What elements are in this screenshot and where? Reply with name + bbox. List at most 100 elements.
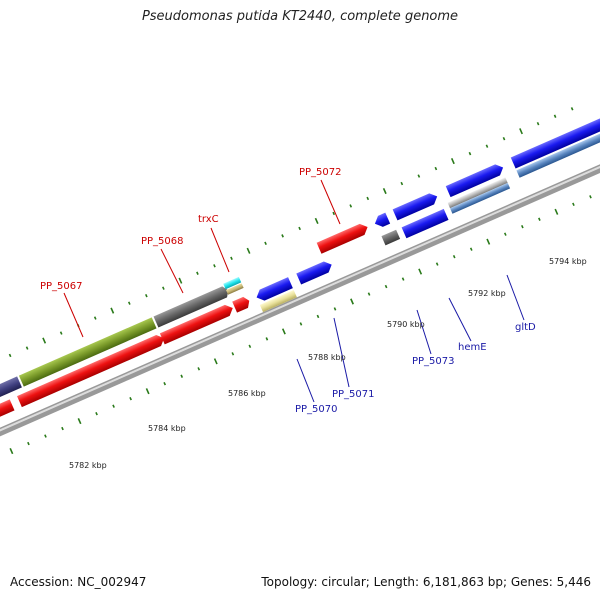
- gene-trxc-cyan[interactable]: [223, 276, 242, 290]
- gene-steel-fwd[interactable]: [516, 129, 600, 178]
- callout-pp5070: [296, 358, 315, 403]
- label-pp5073: PP_5073: [412, 356, 455, 367]
- outer-tick-24: [382, 187, 387, 195]
- outer-tick-35: [570, 107, 574, 111]
- outer-tick-21: [332, 211, 336, 216]
- outer-tick-row: [8, 107, 574, 358]
- callout-heme: [448, 297, 472, 342]
- backbone-strand-highlight: [0, 156, 600, 440]
- gene-pp5067-olive[interactable]: [18, 317, 157, 387]
- inner-tick-33: [572, 202, 575, 206]
- inner-tick-18: [316, 314, 320, 319]
- outer-tick-32: [519, 128, 523, 135]
- outer-tick-15: [230, 256, 233, 260]
- gene-red-small[interactable]: [232, 295, 251, 313]
- gene-blue-fwd-2[interactable]: [445, 162, 506, 198]
- gene-pp5068-gray[interactable]: [153, 285, 231, 328]
- accession-text: Accession: NC_002947: [10, 575, 147, 589]
- kbp-label-5782: 5782 kbp: [69, 461, 107, 470]
- outer-tick-27: [434, 166, 438, 171]
- inner-tick-22: [384, 284, 388, 289]
- outer-tick-3: [25, 346, 29, 350]
- gene-blue-small-fwd[interactable]: [372, 212, 391, 230]
- callout-pp5068: [160, 248, 184, 294]
- gene-pp5070-khaki[interactable]: [259, 289, 297, 313]
- kbp-label-5790: 5790 kbp: [387, 320, 425, 329]
- gene-blue-fwd-1[interactable]: [392, 191, 440, 221]
- inner-tick-25: [435, 262, 439, 266]
- kbp-label-5788: 5788 kbp: [308, 353, 346, 362]
- inner-tick-31: [538, 217, 541, 221]
- inner-tick-15: [265, 337, 269, 341]
- outer-tick-20: [314, 217, 319, 224]
- kbp-label-5784: 5784 kbp: [148, 424, 186, 433]
- outer-tick-8: [110, 307, 115, 314]
- label-heme: hemE: [458, 342, 487, 353]
- gene-gltd-silver[interactable]: [447, 177, 508, 209]
- inner-tick-8: [145, 388, 150, 395]
- gene-trxc-tan[interactable]: [226, 283, 244, 295]
- gene-blue-fwd-3[interactable]: [510, 116, 600, 169]
- topology-text: Topology: circular; Length: 6,181,863 bp…: [261, 575, 591, 589]
- callout-pp5071: [333, 317, 350, 388]
- gene-pp5073-gray[interactable]: [381, 229, 401, 246]
- inner-tick-30: [521, 225, 524, 229]
- outer-tick-11: [162, 286, 165, 290]
- gene-red-rev-2[interactable]: [159, 302, 235, 345]
- inner-tick-16: [281, 328, 286, 335]
- outer-tick-18: [281, 234, 284, 238]
- outer-tick-22: [349, 204, 353, 208]
- kbp-label-5794: 5794 kbp: [549, 257, 587, 266]
- outer-tick-17: [264, 241, 267, 246]
- outer-tick-34: [553, 114, 557, 118]
- inner-tick-20: [350, 298, 354, 305]
- callout-pp5067: [63, 292, 84, 338]
- callout-gltd: [506, 274, 525, 321]
- inner-tick-23: [401, 277, 405, 281]
- forward-strand-genes: [0, 116, 600, 407]
- inner-tick-26: [452, 254, 456, 259]
- label-pp5067: PP_5067: [40, 281, 83, 292]
- outer-tick-28: [450, 158, 455, 165]
- outer-tick-7: [93, 316, 97, 320]
- inner-tick-21: [367, 292, 371, 296]
- inner-tick-11: [197, 367, 201, 371]
- gene-heme-blue[interactable]: [401, 208, 449, 239]
- label-trxc: trxC: [198, 214, 219, 225]
- outer-tick-25: [400, 181, 404, 186]
- outer-tick-14: [213, 264, 216, 268]
- gene-pp5070-blue[interactable]: [254, 277, 293, 303]
- outer-tick-26: [417, 174, 421, 178]
- inner-tick-4: [77, 418, 82, 425]
- gene-red-rev-1[interactable]: [17, 333, 166, 408]
- inner-tick-12: [213, 358, 218, 365]
- kbp-label-5792: 5792 kbp: [468, 289, 506, 298]
- label-gltd: gltD: [515, 322, 536, 333]
- inner-tick-row: [9, 195, 592, 455]
- callout-trxc: [210, 227, 230, 273]
- inner-tick-29: [503, 232, 507, 236]
- inner-tick-34: [589, 195, 592, 199]
- inner-tick-14: [248, 344, 252, 349]
- label-pp5071: PP_5071: [332, 389, 375, 400]
- outer-tick-16: [246, 247, 251, 254]
- outer-tick-31: [502, 136, 506, 141]
- outer-tick-33: [536, 122, 540, 126]
- callout-pp5072: [320, 179, 341, 225]
- callout-lines: [63, 179, 525, 403]
- gene-navy-forward[interactable]: [0, 376, 22, 407]
- outer-tick-29: [468, 151, 472, 156]
- gene-gltd-steel[interactable]: [450, 182, 511, 214]
- gene-pp5071-blue[interactable]: [296, 259, 334, 285]
- outer-tick-23: [366, 196, 370, 201]
- inner-tick-6: [112, 404, 115, 408]
- outer-tick-13: [196, 271, 199, 275]
- label-pp5072: PP_5072: [299, 167, 342, 178]
- inner-tick-10: [180, 374, 184, 378]
- inner-tick-9: [163, 382, 167, 386]
- gene-red-rev-0[interactable]: [0, 399, 15, 428]
- gene-pp5072-red[interactable]: [316, 221, 370, 254]
- outer-tick-10: [145, 293, 148, 298]
- outer-tick-19: [298, 226, 301, 231]
